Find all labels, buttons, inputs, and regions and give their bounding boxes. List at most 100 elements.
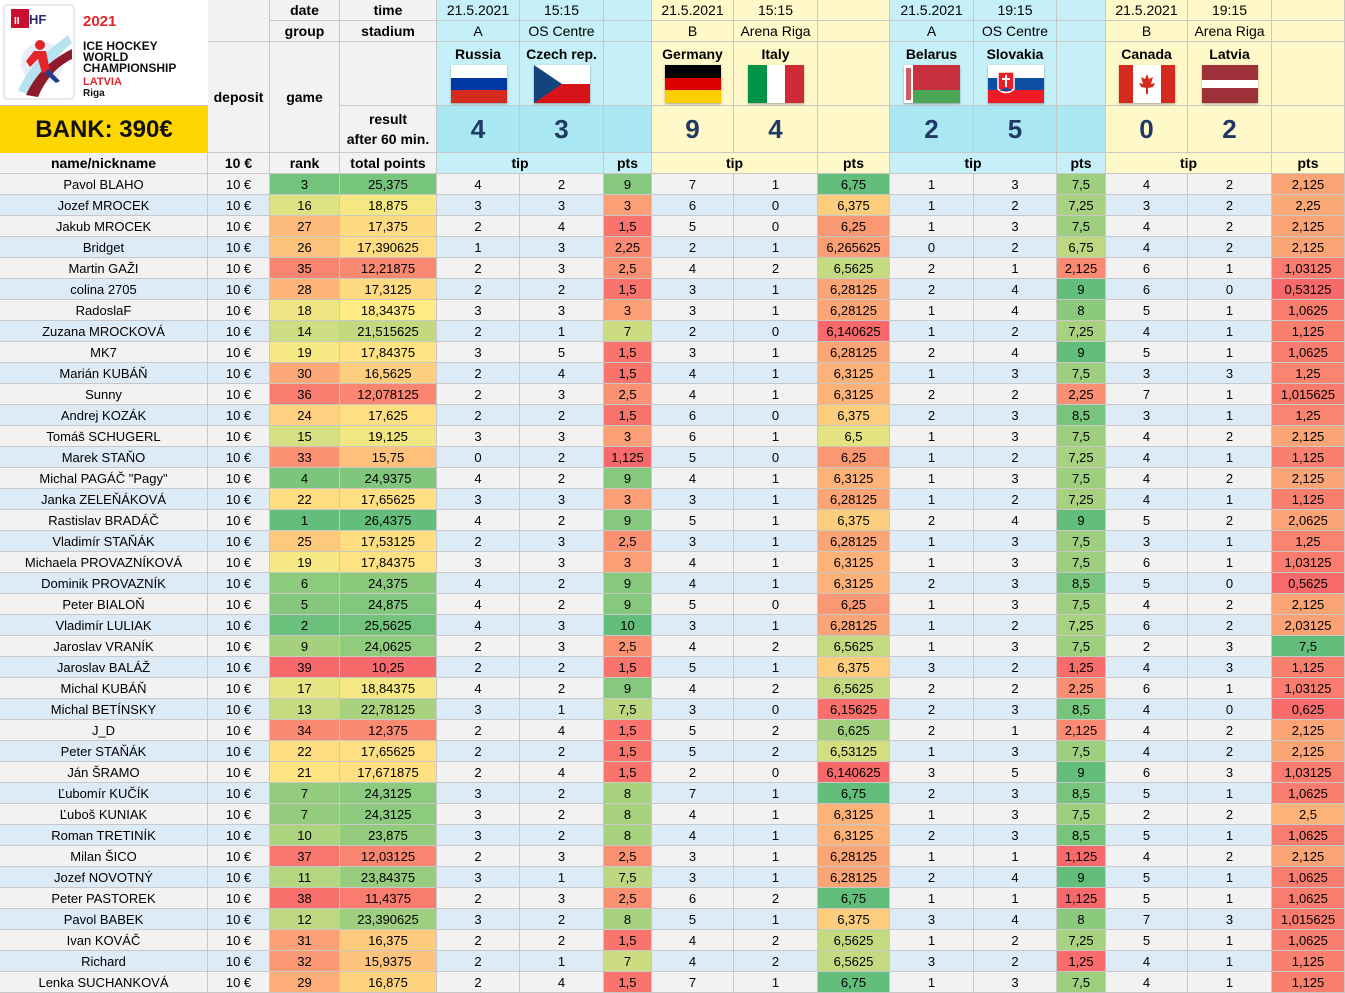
brand-city: Riga <box>83 88 105 99</box>
row-tip-home: 2 <box>890 279 974 300</box>
row-tip-pts: 1,0625 <box>1272 867 1345 888</box>
row-tip-home: 2 <box>890 342 974 363</box>
row-tip-pts: 2,125 <box>1272 237 1345 258</box>
row-tip-home: 3 <box>652 342 734 363</box>
row-rank: 17 <box>270 678 340 699</box>
row-tip-away: 4 <box>974 909 1057 930</box>
game-3-date: 21.5.2021 <box>890 0 974 21</box>
header-stadium: stadium <box>340 21 437 42</box>
row-tip-away: 1 <box>734 825 818 846</box>
row-name: Martin GAŽI <box>0 258 208 279</box>
row-tip-home: 4 <box>652 468 734 489</box>
row-rank: 12 <box>270 909 340 930</box>
row-tip-pts: 6,5 <box>818 426 890 447</box>
row-tip-away: 3 <box>974 468 1057 489</box>
row-tip-pts: 9 <box>604 510 652 531</box>
row-tip-away: 1 <box>734 657 818 678</box>
row-tip-away: 1 <box>1188 489 1272 510</box>
row-total-points: 16,5625 <box>340 363 437 384</box>
row-tip-home: 1 <box>890 468 974 489</box>
row-tip-pts: 3 <box>604 195 652 216</box>
row-tip-away: 3 <box>1188 363 1272 384</box>
game-4-date: 21.5.2021 <box>1106 0 1188 21</box>
row-rank: 2 <box>270 615 340 636</box>
row-tip-pts: 1,25 <box>1272 363 1345 384</box>
game-1-tip-header: tip <box>437 153 604 174</box>
game-2-blank-1 <box>818 0 890 21</box>
row-tip-away: 2 <box>1188 594 1272 615</box>
row-tip-away: 3 <box>520 615 604 636</box>
row-tip-home: 4 <box>1106 951 1188 972</box>
game-4-blank-2 <box>1272 21 1345 42</box>
row-rank: 10 <box>270 825 340 846</box>
row-rank: 16 <box>270 195 340 216</box>
row-tip-pts: 6,28125 <box>818 615 890 636</box>
row-deposit: 10 € <box>208 867 270 888</box>
row-tip-home: 3 <box>437 825 520 846</box>
game-4-time: 19:15 <box>1188 0 1272 21</box>
row-tip-away: 2 <box>520 741 604 762</box>
row-tip-pts: 2,125 <box>1272 426 1345 447</box>
row-tip-away: 2 <box>734 258 818 279</box>
row-tip-pts: 6,28125 <box>818 342 890 363</box>
row-tip-away: 4 <box>520 363 604 384</box>
row-tip-away: 3 <box>974 825 1057 846</box>
row-deposit: 10 € <box>208 384 270 405</box>
row-tip-pts: 1,015625 <box>1272 384 1345 405</box>
row-tip-away: 1 <box>734 384 818 405</box>
row-tip-home: 4 <box>437 594 520 615</box>
game-4-blank-1 <box>1272 0 1345 21</box>
row-tip-home: 3 <box>652 699 734 720</box>
row-deposit: 10 € <box>208 216 270 237</box>
row-total-points: 25,5625 <box>340 615 437 636</box>
header-time: time <box>340 0 437 21</box>
row-tip-pts: 6,28125 <box>818 489 890 510</box>
game-2-blank-3 <box>818 42 890 106</box>
row-tip-pts: 2,25 <box>1057 678 1106 699</box>
row-total-points: 24,3125 <box>340 783 437 804</box>
row-tip-home: 5 <box>1106 510 1188 531</box>
brand-country: LATVIA <box>83 76 122 88</box>
row-tip-pts: 1,5 <box>604 363 652 384</box>
row-tip-home: 4 <box>652 951 734 972</box>
game-4-score-away: 2 <box>1188 106 1272 153</box>
row-tip-pts: 2,5 <box>604 846 652 867</box>
row-name: Lenka SUCHANKOVÁ <box>0 972 208 993</box>
row-tip-home: 1 <box>890 804 974 825</box>
row-rank: 36 <box>270 384 340 405</box>
row-tip-pts: 2,25 <box>604 237 652 258</box>
row-name: Jozef MROCEK <box>0 195 208 216</box>
row-tip-pts: 6,375 <box>818 657 890 678</box>
row-tip-pts: 6,5625 <box>818 951 890 972</box>
header-blank-deposit <box>208 0 270 42</box>
row-tip-home: 3 <box>437 552 520 573</box>
row-tip-pts: 7,5 <box>1057 804 1106 825</box>
row-tip-pts: 7,25 <box>1057 447 1106 468</box>
row-total-points: 22,78125 <box>340 699 437 720</box>
flag-belarus <box>904 65 960 103</box>
row-tip-pts: 6,28125 <box>818 300 890 321</box>
header-result: result after 60 min. <box>340 106 437 153</box>
row-tip-home: 6 <box>652 195 734 216</box>
row-tip-pts: 2,125 <box>1272 720 1345 741</box>
row-tip-home: 2 <box>437 258 520 279</box>
row-tip-away: 2 <box>1188 195 1272 216</box>
row-tip-pts: 8 <box>604 825 652 846</box>
row-tip-away: 1 <box>734 573 818 594</box>
row-tip-away: 3 <box>974 174 1057 195</box>
row-tip-pts: 7,25 <box>1057 489 1106 510</box>
row-tip-away: 1 <box>1188 552 1272 573</box>
row-total-points: 16,875 <box>340 972 437 993</box>
row-deposit: 10 € <box>208 489 270 510</box>
row-tip-home: 4 <box>437 510 520 531</box>
row-name: Ivan KOVÁČ <box>0 930 208 951</box>
row-tip-away: 4 <box>974 867 1057 888</box>
row-tip-home: 4 <box>1106 972 1188 993</box>
row-tip-away: 1 <box>734 363 818 384</box>
row-tip-pts: 1,125 <box>604 447 652 468</box>
row-tip-away: 1 <box>734 468 818 489</box>
row-tip-away: 0 <box>734 195 818 216</box>
row-tip-pts: 6,265625 <box>818 237 890 258</box>
row-deposit: 10 € <box>208 846 270 867</box>
row-deposit: 10 € <box>208 342 270 363</box>
